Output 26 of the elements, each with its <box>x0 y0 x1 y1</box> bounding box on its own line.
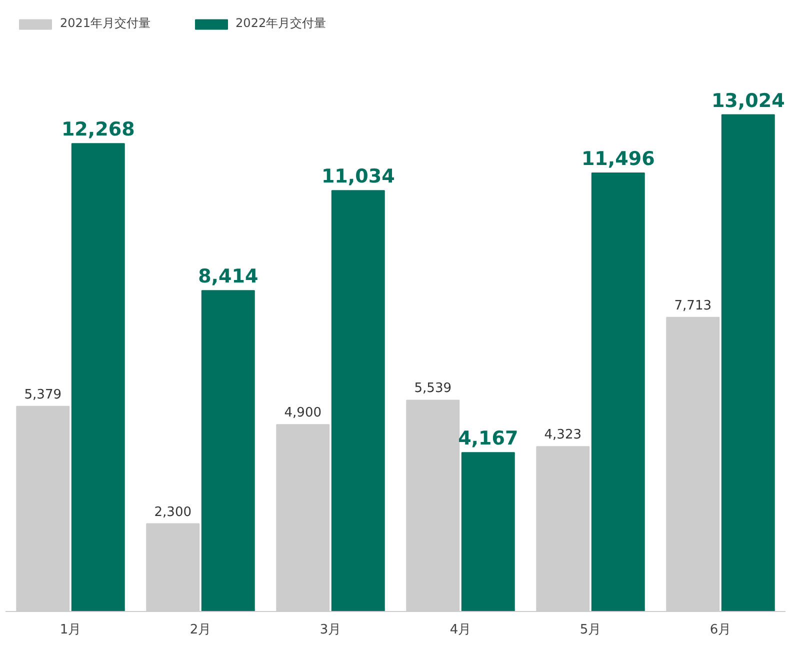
data-label: 13,024 <box>711 90 785 112</box>
x-tick-label: 3月 <box>320 622 342 638</box>
bar <box>201 290 255 612</box>
data-label: 4,900 <box>284 406 322 421</box>
data-label: 5,379 <box>24 387 62 402</box>
data-label: 4,323 <box>544 428 582 443</box>
data-label: 11,496 <box>581 148 655 170</box>
bar <box>461 452 515 612</box>
data-label: 4,167 <box>458 428 518 450</box>
bar <box>71 143 125 612</box>
legend-label: 2021年月交付量 <box>60 15 151 32</box>
legend-label: 2022年月交付量 <box>236 15 326 32</box>
bar <box>591 172 645 612</box>
x-tick-label: 1月 <box>60 622 82 638</box>
data-label: 11,034 <box>321 166 395 188</box>
data-label: 2,300 <box>154 504 192 520</box>
bar <box>331 190 385 612</box>
x-tick-label: 2月 <box>190 622 212 638</box>
x-tick-label: 6月 <box>710 622 732 638</box>
x-tick-label: 4月 <box>450 622 472 638</box>
data-label: 12,268 <box>61 118 135 141</box>
data-label: 8,414 <box>198 266 258 288</box>
bar <box>721 114 775 612</box>
data-label: 7,713 <box>674 298 712 314</box>
x-tick-label: 5月 <box>580 622 602 638</box>
data-label: 5,539 <box>414 381 452 396</box>
